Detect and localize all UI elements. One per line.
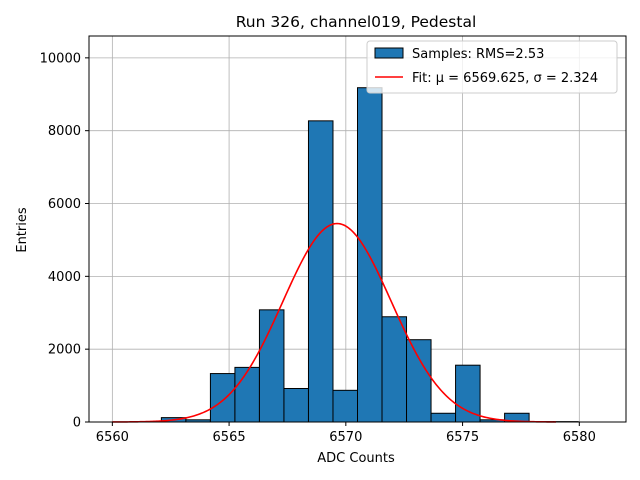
y-tick-label: 4000 [48, 270, 81, 285]
histogram-bar [406, 339, 432, 423]
histogram-bar [234, 366, 260, 423]
x-tick-label: 6580 [563, 430, 596, 445]
y-tick-label: 10000 [40, 51, 81, 66]
histogram-bar [332, 389, 358, 423]
histogram-bar [209, 373, 236, 423]
y-tick-label: 8000 [48, 124, 81, 139]
y-axis-title: Entries [15, 207, 30, 253]
x-tick-label: 6565 [213, 430, 246, 445]
legend-box [366, 40, 618, 94]
plot-frame [88, 35, 627, 423]
chart-title: Run 326, channel019, Pedestal [236, 13, 477, 31]
fit-curve-group [112, 222, 556, 423]
histogram-bar [307, 120, 334, 423]
histogram-bar [455, 364, 481, 423]
histogram-bar [430, 412, 457, 423]
histogram-bar [381, 316, 408, 423]
legend: Samples: RMS=2.53 Fit: μ = 6569.625, σ =… [366, 40, 618, 94]
legend-samples-swatch [374, 47, 404, 59]
y-tick-label: 2000 [48, 343, 81, 358]
x-tick-label: 6575 [446, 430, 479, 445]
y-tick-label: 6000 [48, 197, 81, 212]
axis-ticks: 6560 6565 6570 6575 6580 0 2000 4000 6000 8000 100… [40, 51, 596, 445]
x-tick-label: 6560 [96, 430, 129, 445]
x-axis-title: ADC Counts [317, 451, 395, 466]
legend-samples-label: Samples: RMS=2.53 [412, 47, 544, 62]
legend-fit-label: Fit: μ = 6569.625, σ = 2.324 [412, 71, 598, 86]
x-tick-label: 6570 [329, 430, 362, 445]
fit-curve [112, 222, 556, 423]
y-tick-label: 0 [73, 416, 81, 431]
histogram-bar [283, 387, 309, 423]
